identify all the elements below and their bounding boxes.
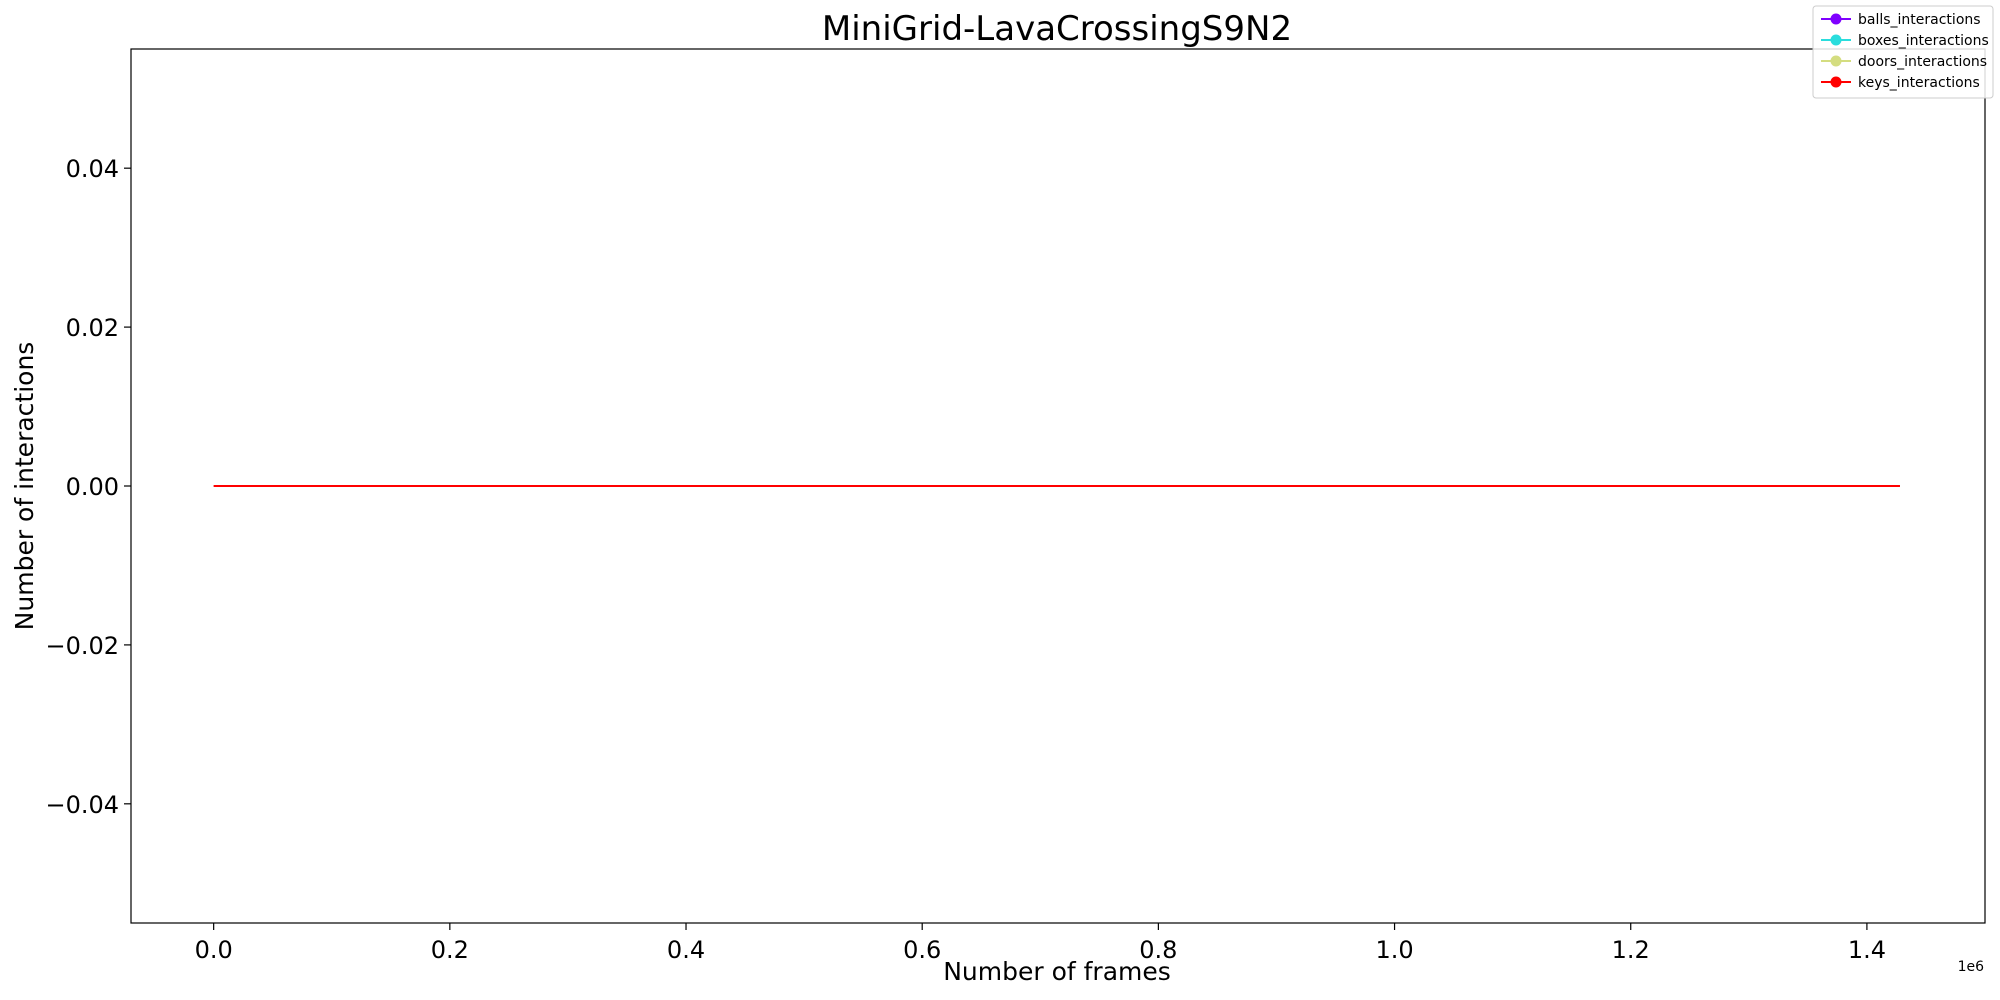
y-tick-label: −0.04: [45, 791, 119, 819]
x-tick-label: 1.2: [1612, 936, 1650, 964]
y-tick-label: 0.02: [66, 314, 119, 342]
legend-entry: balls_interactions: [1821, 12, 1981, 28]
x-tick-label: 0.2: [431, 936, 469, 964]
legend-label: keys_interactions: [1858, 75, 1980, 91]
x-axis-offset-label: 1e6: [1958, 959, 1985, 975]
x-tick-label: 0.0: [195, 936, 233, 964]
y-tick-label: 0.00: [66, 473, 119, 501]
legend-entry: boxes_interactions: [1821, 33, 1989, 49]
x-tick-label: 0.4: [667, 936, 705, 964]
y-axis-label: Number of interactions: [10, 342, 39, 631]
legend-entry: keys_interactions: [1821, 75, 1980, 91]
legend-marker: [1830, 13, 1842, 25]
y-axis-ticks: 0.04 0.02 0.00 −0.02 −0.04: [45, 155, 131, 819]
legend: balls_interactions boxes_interactionsdoor…: [1812, 5, 1994, 99]
x-axis-label: Number of frames: [943, 957, 1171, 986]
legend-label: balls_interactions: [1858, 12, 1981, 28]
legend-label: doors_interactions: [1858, 54, 1987, 70]
y-tick-label: 0.04: [66, 155, 119, 183]
legend-box: [1812, 5, 1994, 99]
x-tick-label: 0.8: [1139, 936, 1177, 964]
x-tick-label: 0.6: [903, 936, 941, 964]
legend-entry: doors_interactions: [1821, 54, 1987, 70]
legend-marker: [1830, 55, 1842, 67]
legend-label: boxes_interactions: [1858, 33, 1989, 49]
x-axis-ticks: 0.0 0.2 0.4 0.6 0.8 1.0 1.2 1.4: [195, 923, 1886, 964]
legend-marker: [1830, 76, 1842, 88]
x-tick-label: 1.4: [1848, 936, 1886, 964]
chart-title: MiniGrid-LavaCrossingS9N2: [822, 9, 1292, 49]
x-tick-label: 1.0: [1375, 936, 1413, 964]
y-tick-label: −0.02: [45, 632, 119, 660]
legend-marker: [1830, 34, 1842, 46]
